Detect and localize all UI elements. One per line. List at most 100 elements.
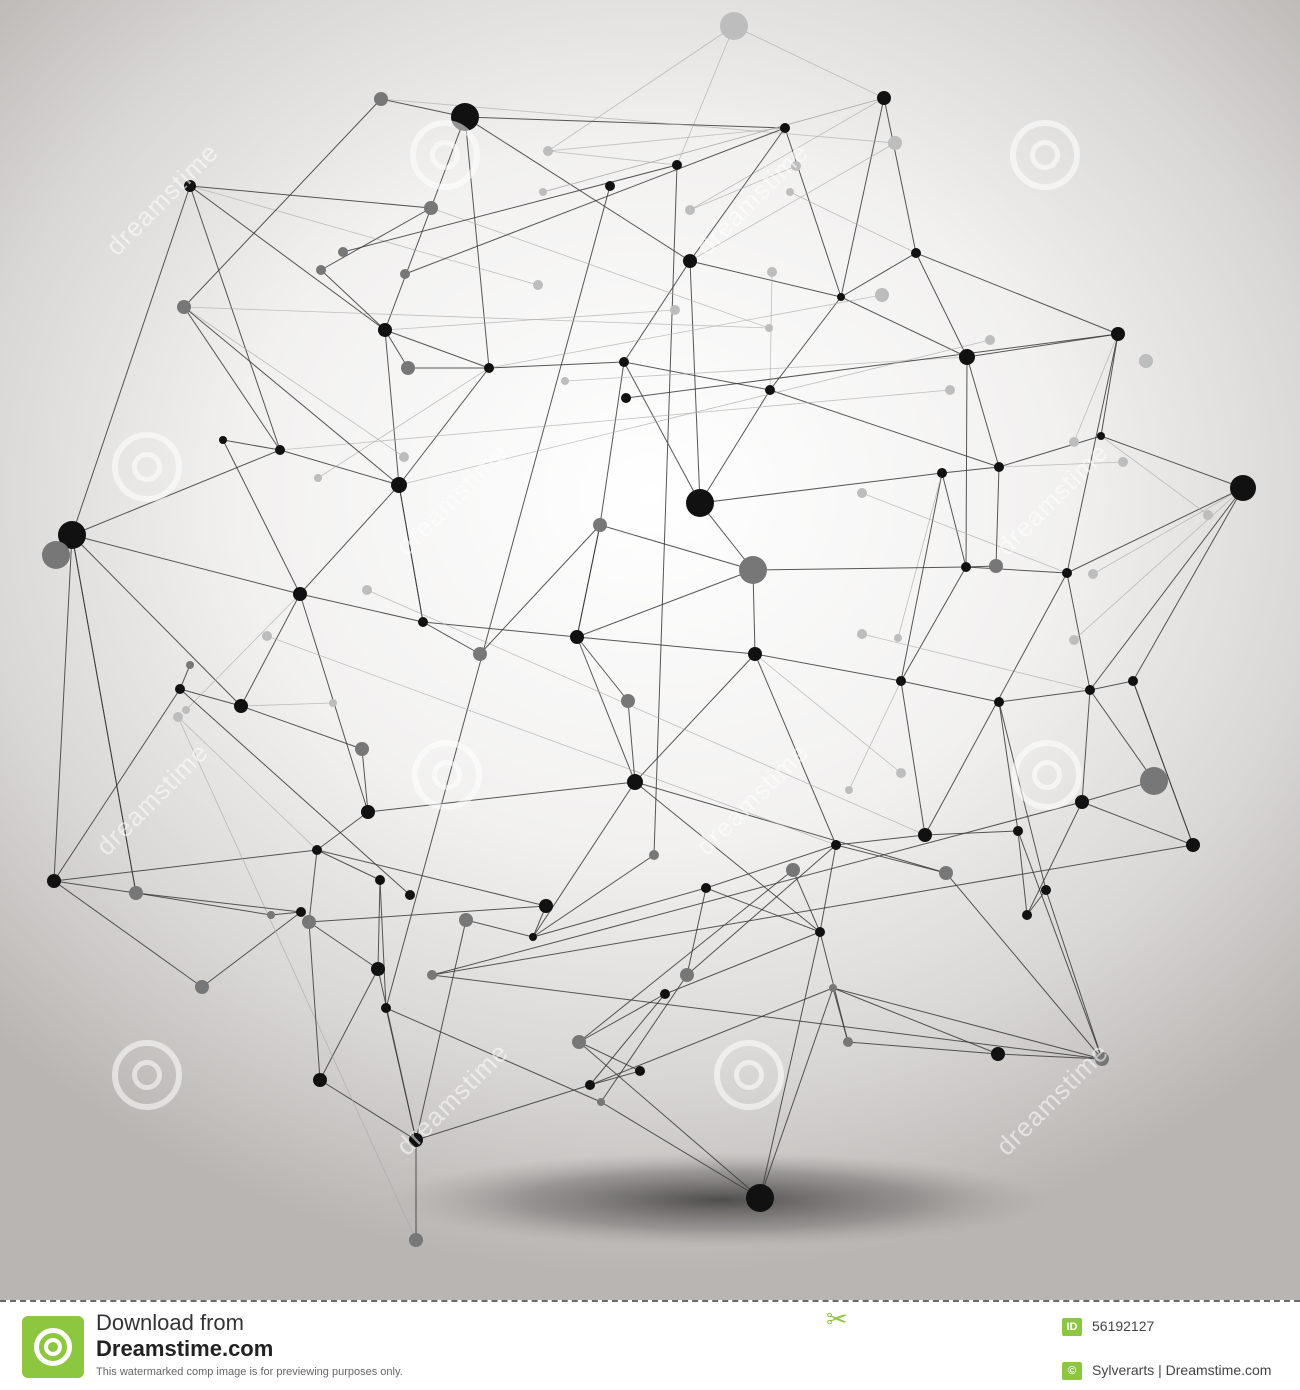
- mesh-edge: [1081, 801, 1194, 846]
- mesh-edge: [900, 472, 943, 682]
- mesh-edge: [627, 700, 636, 783]
- mesh-node: [621, 694, 635, 708]
- mesh-edge: [1100, 435, 1209, 516]
- image-id: 56192127: [1092, 1318, 1155, 1334]
- mesh-node: [857, 629, 867, 639]
- mesh-edge: [847, 1041, 999, 1055]
- mesh-node: [896, 768, 906, 778]
- mesh-node: [329, 699, 337, 707]
- mesh-node: [312, 845, 322, 855]
- mesh-node: [405, 890, 415, 900]
- mesh-node: [409, 1133, 423, 1147]
- mesh-node: [672, 160, 682, 170]
- mesh-node: [720, 12, 748, 40]
- mesh-edge: [997, 1053, 1103, 1060]
- mesh-node: [1140, 767, 1168, 795]
- mesh-node: [561, 377, 569, 385]
- mesh-edge: [183, 306, 400, 486]
- mesh-node: [570, 630, 584, 644]
- author-credit-link[interactable]: Sylverarts | Dreamstime.com: [1092, 1362, 1272, 1378]
- site-name-link[interactable]: Dreamstime.com: [96, 1336, 274, 1361]
- mesh-edge: [634, 781, 821, 933]
- mesh-edge: [179, 688, 411, 896]
- mesh-node: [875, 288, 889, 302]
- mesh-node: [186, 661, 194, 669]
- mesh-edge: [733, 25, 885, 99]
- mesh-edge: [600, 1101, 761, 1199]
- mesh-edge: [835, 834, 926, 846]
- mesh-node: [572, 1035, 586, 1049]
- mesh-edge: [705, 887, 821, 933]
- mesh-edge: [848, 680, 902, 791]
- mesh-node: [1128, 676, 1138, 686]
- mesh-node: [1230, 475, 1256, 501]
- mesh-node: [649, 850, 659, 860]
- mesh-node: [378, 323, 392, 337]
- watermark-swirl-icon: [112, 1040, 182, 1110]
- mesh-edge: [835, 844, 947, 874]
- mesh-node: [313, 1073, 327, 1087]
- mesh-edge: [222, 439, 281, 451]
- mesh-edge: [547, 127, 786, 152]
- mesh-edge: [189, 185, 281, 451]
- mesh-edge: [578, 993, 666, 1043]
- mesh-edge: [576, 636, 756, 655]
- mesh-node: [484, 363, 494, 373]
- mesh-edge: [599, 361, 625, 526]
- id-badge: ID: [1062, 1318, 1082, 1336]
- mesh-edge: [861, 492, 1068, 574]
- watermark-swirl-icon: [1012, 740, 1082, 810]
- mesh-edge: [308, 905, 547, 923]
- mesh-edge: [623, 361, 701, 504]
- watermark-swirl-icon: [714, 1040, 784, 1110]
- mesh-node: [670, 305, 680, 315]
- mesh-edge: [1092, 487, 1244, 575]
- mesh-edge: [71, 185, 191, 536]
- mesh-edge: [998, 701, 1019, 832]
- mesh-edge: [319, 968, 379, 1081]
- mesh-edge: [653, 164, 678, 856]
- mesh-edge: [998, 689, 1091, 703]
- mesh-edge: [1089, 689, 1155, 782]
- floor-shadow: [390, 1152, 1050, 1248]
- wireframe-mesh: [42, 12, 1256, 1248]
- mesh-node: [418, 617, 428, 627]
- mesh-node: [539, 899, 553, 913]
- mesh-edge: [189, 185, 432, 209]
- mesh-edge: [564, 356, 968, 382]
- mesh-edge: [53, 880, 203, 988]
- mesh-edge: [861, 633, 1091, 691]
- dreamstime-swirl-icon[interactable]: [22, 1316, 84, 1378]
- mesh-node: [424, 201, 438, 215]
- mesh-edge: [189, 185, 539, 286]
- mesh-edge: [532, 781, 636, 938]
- mesh-node: [791, 161, 801, 171]
- mesh-node: [355, 742, 369, 756]
- mesh-edge: [398, 367, 490, 486]
- mesh-edge: [240, 593, 301, 707]
- mesh-edge: [1132, 680, 1194, 846]
- mesh-edge: [945, 872, 1103, 1060]
- mesh-edge: [1089, 487, 1244, 691]
- mesh-edge: [623, 361, 771, 391]
- mesh-node: [195, 980, 209, 994]
- mesh-edge: [900, 680, 926, 836]
- mesh-node: [173, 712, 183, 722]
- mesh-edge: [576, 636, 636, 783]
- mesh-edge: [998, 435, 1102, 468]
- mesh-edge: [71, 534, 301, 595]
- mesh-edge: [676, 25, 735, 166]
- mesh-edge: [578, 1041, 641, 1072]
- mesh-edge: [299, 593, 424, 623]
- mesh-node: [539, 188, 547, 196]
- mesh-node: [786, 188, 794, 196]
- mesh-edge: [479, 524, 601, 655]
- mesh-edge: [380, 98, 466, 118]
- copyright-icon: ©: [1062, 1362, 1082, 1380]
- mesh-node: [314, 474, 322, 482]
- mesh-edge: [1100, 435, 1244, 489]
- scissors-icon: ✂: [826, 1304, 848, 1334]
- mesh-edge: [752, 569, 756, 655]
- mesh-edge: [71, 449, 281, 536]
- mesh-edge: [361, 748, 369, 813]
